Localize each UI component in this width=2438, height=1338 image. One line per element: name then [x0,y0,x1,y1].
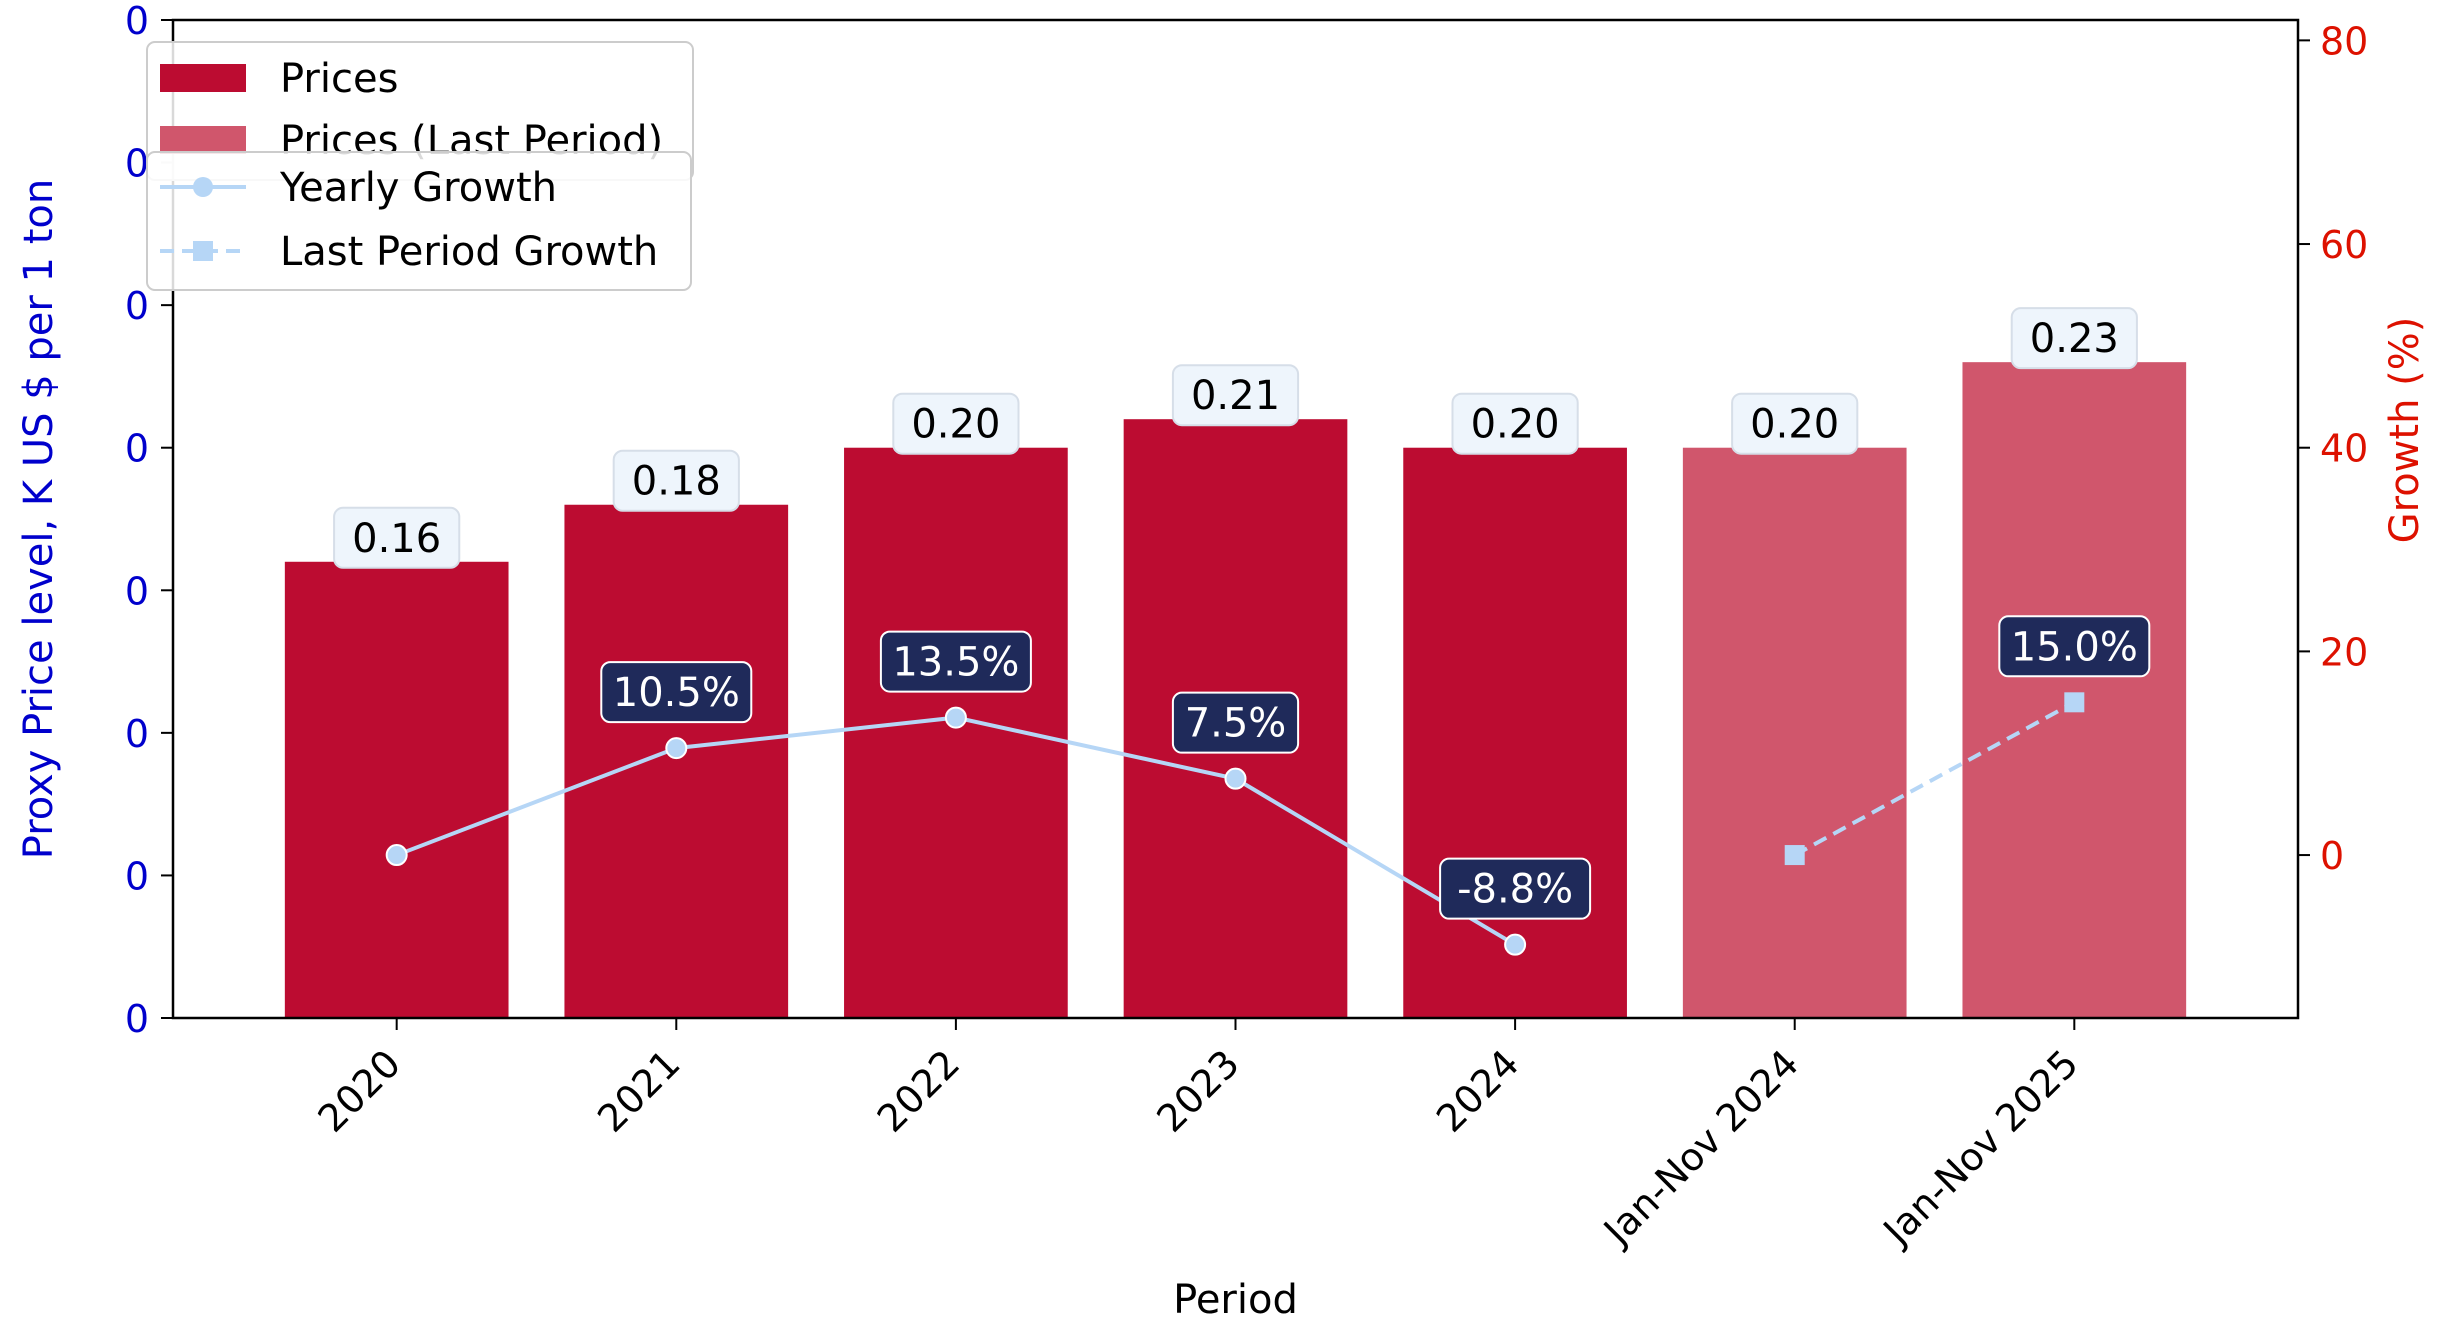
x-axis-title: Period [1173,1277,1298,1323]
growth-label: 13.5% [892,640,1019,686]
growth-label: 15.0% [2011,624,2138,670]
growth-label-bg [1171,691,1300,754]
last-period-growth-line [1793,700,2076,857]
bar-2021 [564,504,789,1018]
bar-value-label: 0.16 [352,516,441,562]
x-tick-label: 2023 [1148,1041,1248,1141]
yearly-growth-marker [665,737,688,760]
bar-value-label-box: 0.20 [1451,392,1579,455]
bar-value-label: 0.21 [1191,373,1280,419]
x-tick-label: Jan-Nov 2024 [1594,1041,1807,1254]
bar-value-label: 0.23 [2030,316,2119,362]
bar-value-label-box: 0.18 [612,449,740,512]
y-tick-label: 0 [125,854,149,898]
growth-label: -8.8% [1457,867,1573,913]
x-tick-label: 2024 [1428,1041,1528,1141]
bar-value-label: 0.20 [1471,402,1560,448]
bar-jan-nov-2024 [1682,447,1907,1018]
yearly-growth-marker [1504,933,1527,956]
legend-swatch [160,64,246,92]
y2-tick-label: 20 [2320,630,2368,674]
bar-value-label-bg [892,392,1020,455]
y-axis-title: Proxy Price level, K US $ per 1 ton [16,179,62,859]
y2-tick-label: 80 [2320,19,2368,63]
legend-marker [193,241,213,261]
x-tick-label: Jan-Nov 2025 [1874,1041,2087,1254]
x-tick-label: 2020 [310,1041,410,1141]
y2-tick-label: 40 [2320,427,2368,471]
y-tick-label: 0 [125,0,149,43]
yearly-growth-marker [944,706,967,729]
growth-label-box: 15.0% [1998,615,2151,678]
bar-value-label: 0.20 [1750,402,1839,448]
growth-label: 10.5% [613,670,740,716]
growth-label-bg [1998,615,2151,678]
legend-label: Prices [280,56,398,102]
y-tick-label: 0 [125,712,149,756]
bar-value-label-box: 0.20 [1731,392,1859,455]
bar-value-label-bg [1171,364,1300,427]
y-tick-label: 0 [125,569,149,613]
y-tick-label: 0 [125,997,149,1041]
y2-tick-label: 60 [2320,223,2368,267]
y-tick-label: 0 [125,284,149,328]
bar-value-label-box: 0.20 [892,392,1020,455]
bar-jan-nov-2025 [1962,362,2187,1019]
growth-label-bg [600,661,753,724]
y-tick-label: 0 [125,427,149,471]
y2-tick-label: 0 [2320,834,2344,878]
bar-value-label: 0.20 [911,402,1000,448]
bar-value-label-box: 0.21 [1171,364,1300,427]
x-tick-label: 2021 [589,1041,689,1141]
growth-label-box: -8.8% [1439,857,1592,920]
growth-label-bg [1439,857,1592,920]
bar-value-label-bg [333,506,461,569]
last-period-growth-marker [1784,845,1805,866]
bar-value-label-bg [612,449,740,512]
legend-label: Last Period Growth [280,229,658,275]
bar-value-label-box: 0.23 [2010,307,2138,370]
bar-value-label-box: 0.16 [333,506,461,569]
bar-value-label-bg [1731,392,1859,455]
y-tick-label: 0 [125,142,149,186]
growth-label-box: 10.5% [600,661,753,724]
yearly-growth-marker [1224,767,1247,790]
growth-label-bg [879,630,1032,693]
bar-2020 [284,561,509,1018]
yearly-growth-marker [385,844,408,867]
legend-swatch [160,126,246,154]
growth-label-box: 7.5% [1171,691,1300,754]
bar-value-label-bg [2010,307,2138,370]
y2-axis-title: Growth (%) [2382,317,2428,544]
bar-2024 [1403,447,1627,1018]
legend-label: Yearly Growth [279,165,557,211]
x-tick-label: 2022 [869,1041,969,1141]
legend-lines-frame [146,151,692,291]
bar-value-label-bg [1451,392,1579,455]
bar-value-label: 0.18 [632,459,721,505]
last-period-growth-marker [2064,692,2085,713]
legend-marker [193,177,213,197]
growth-label: 7.5% [1185,701,1287,747]
growth-label-box: 13.5% [879,630,1032,693]
